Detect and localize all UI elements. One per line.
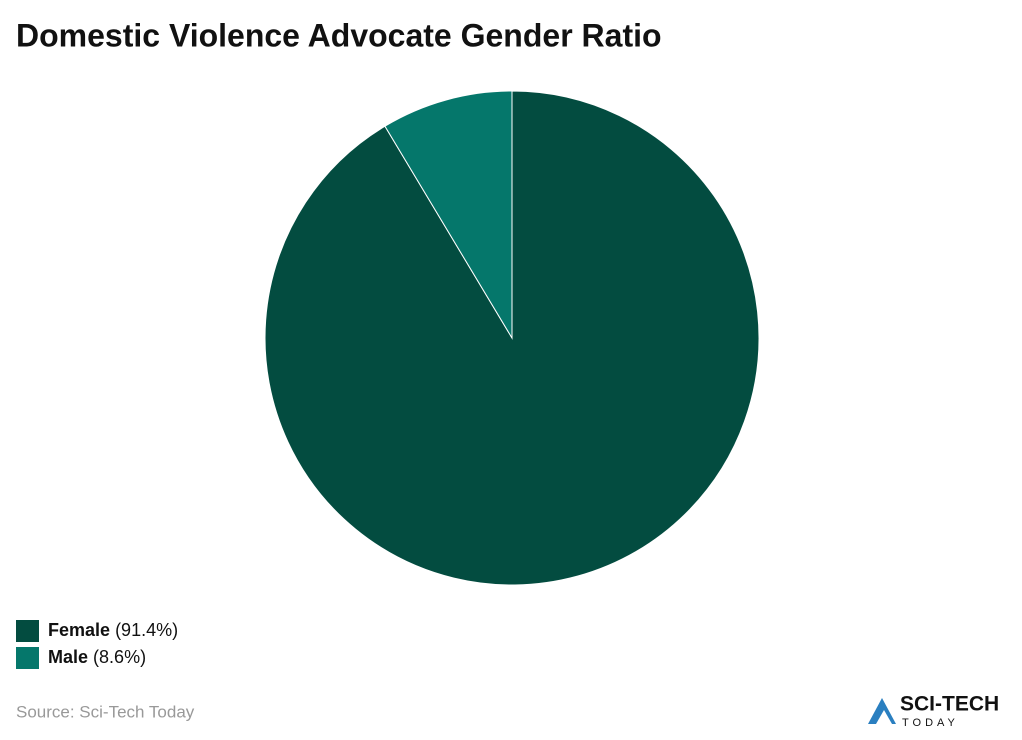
- legend-name: Male: [48, 647, 88, 667]
- logo-icon: [868, 698, 896, 724]
- legend-value: (8.6%): [93, 647, 146, 667]
- logo-icon: [876, 710, 892, 724]
- legend-label: Female (91.4%): [48, 620, 178, 640]
- logo: SCI-TECH TODAY: [868, 693, 999, 729]
- logo-name: SCI-TECH: [900, 693, 999, 716]
- legend-swatch: [16, 647, 39, 669]
- legend-name: Female: [48, 620, 110, 640]
- legend-value: (91.4%): [115, 620, 178, 640]
- chart-title: Domestic Violence Advocate Gender Ratio: [16, 17, 662, 53]
- legend-swatch: [16, 620, 39, 642]
- source: Source: Sci-Tech Today: [16, 702, 195, 721]
- logo-tagline: TODAY: [902, 717, 959, 729]
- legend-label: Male (8.6%): [48, 647, 146, 667]
- pie-slice: [384, 90, 513, 340]
